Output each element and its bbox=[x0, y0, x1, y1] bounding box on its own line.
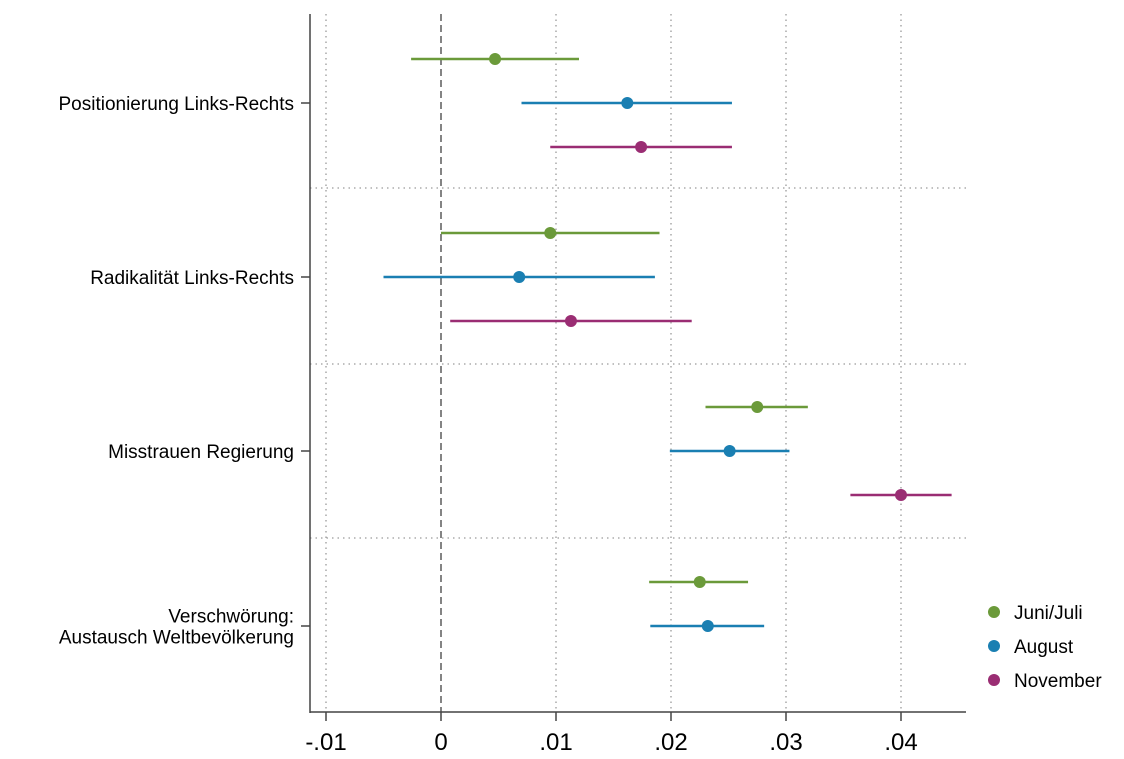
x-tick-label: 0 bbox=[434, 729, 447, 756]
point-estimate-marker bbox=[693, 576, 706, 588]
point-estimate-marker bbox=[701, 620, 714, 632]
category-label: Misstrauen Regierung bbox=[108, 442, 294, 463]
x-tick-label: .04 bbox=[884, 729, 917, 756]
point-estimate-marker bbox=[564, 315, 577, 327]
x-tick-label: -.01 bbox=[305, 729, 346, 756]
point-estimates bbox=[489, 53, 907, 632]
grid-lines bbox=[310, 14, 966, 712]
x-tick-label: .01 bbox=[539, 729, 572, 756]
point-estimate-marker bbox=[635, 141, 648, 153]
legend: Juni/Juli August November bbox=[988, 603, 1102, 692]
point-estimate-marker bbox=[489, 53, 502, 65]
confidence-intervals bbox=[383, 57, 952, 628]
legend-label: August bbox=[1014, 637, 1074, 658]
axis-labels: -.01 0 .01 .02 .03 .04 Positionierung Links-Re… bbox=[58, 94, 917, 756]
legend-marker bbox=[988, 674, 1000, 686]
category-label: Positionierung Links-Rechts bbox=[58, 94, 294, 115]
category-label: Verschwörung: bbox=[168, 607, 294, 628]
point-estimate-marker bbox=[621, 97, 634, 109]
x-tick-label: .02 bbox=[654, 729, 687, 756]
legend-marker bbox=[988, 640, 1000, 652]
legend-marker bbox=[988, 606, 1000, 618]
legend-label: November bbox=[1014, 671, 1102, 692]
category-label: Austausch Weltbevölkerung bbox=[59, 628, 294, 649]
x-tick-label: .03 bbox=[769, 729, 802, 756]
point-estimate-marker bbox=[544, 227, 557, 239]
legend-label: Juni/Juli bbox=[1014, 603, 1083, 624]
category-label: Radikalität Links-Rechts bbox=[90, 268, 294, 289]
point-estimate-marker bbox=[513, 271, 526, 283]
point-estimate-marker bbox=[751, 401, 764, 413]
point-estimate-marker bbox=[895, 489, 907, 501]
axes bbox=[301, 14, 966, 721]
point-estimate-marker bbox=[723, 445, 736, 457]
